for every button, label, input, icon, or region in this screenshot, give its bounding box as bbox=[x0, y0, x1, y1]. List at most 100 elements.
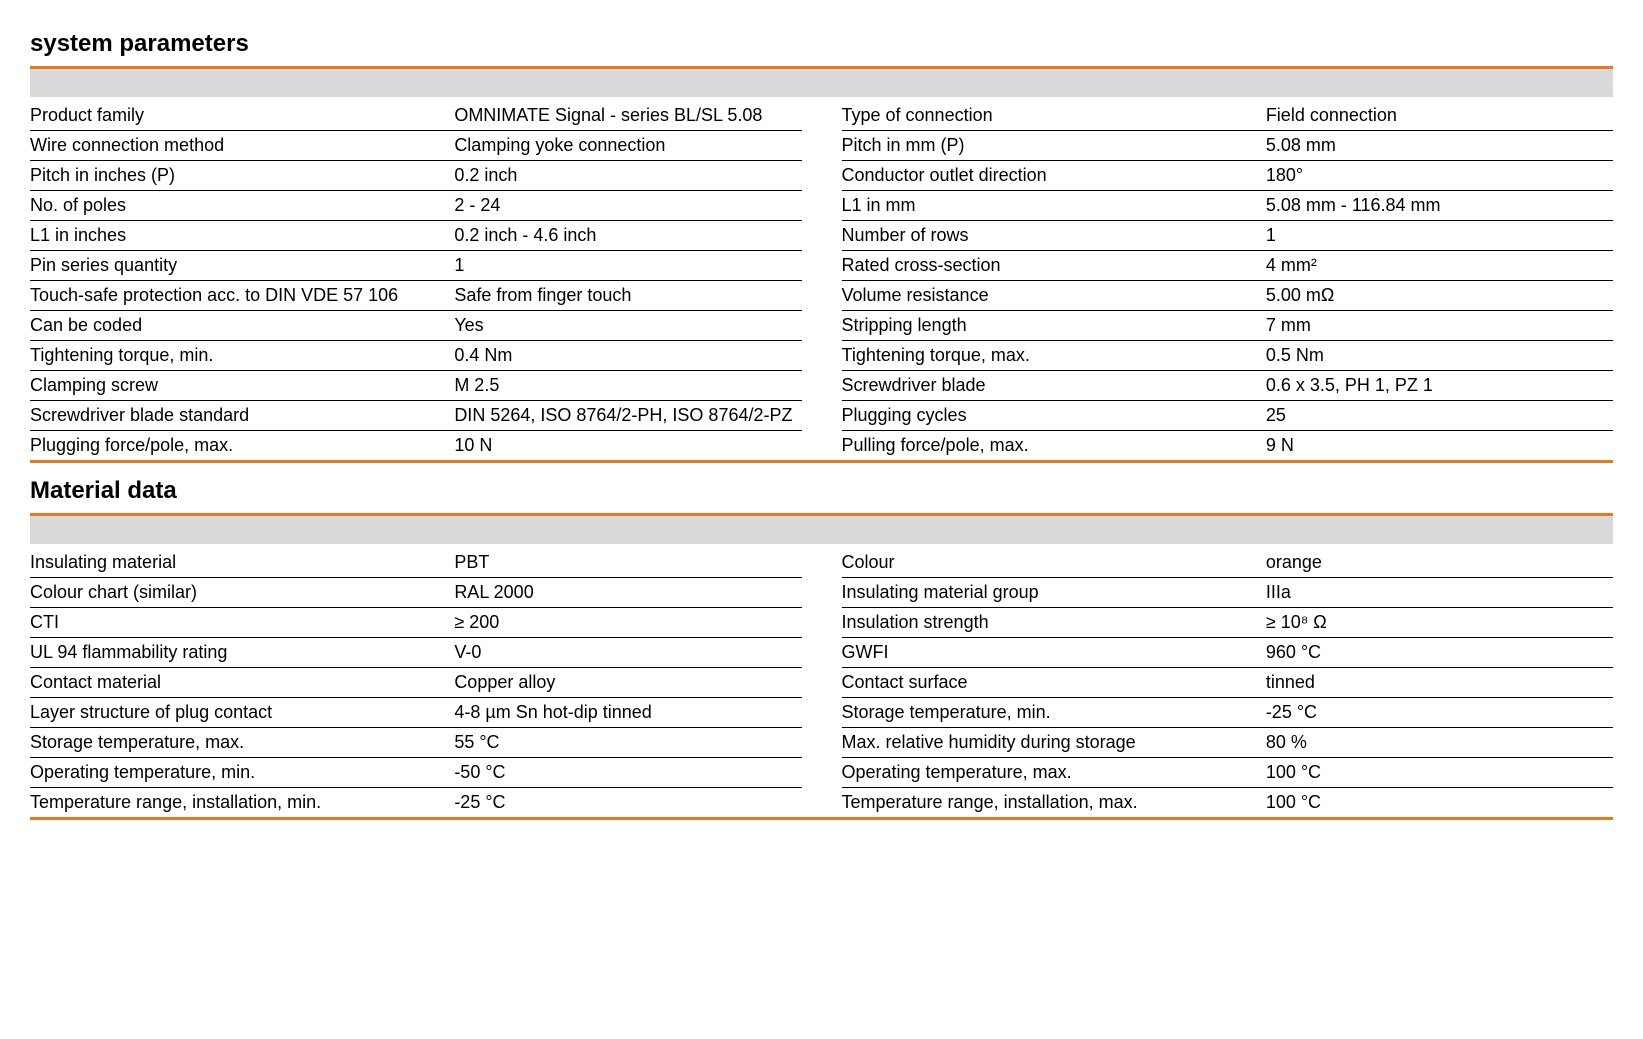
spec-label: L1 in mm bbox=[842, 191, 1266, 221]
spec-label: No. of poles bbox=[30, 191, 454, 221]
spec-label: Operating temperature, min. bbox=[30, 758, 454, 788]
spec-label: Product family bbox=[30, 101, 454, 131]
spec-label: Conductor outlet direction bbox=[842, 161, 1266, 191]
table-row: Screwdriver blade standardDIN 5264, ISO … bbox=[30, 401, 802, 431]
table-row: Pin series quantity1 bbox=[30, 251, 802, 281]
spec-value: RAL 2000 bbox=[454, 578, 801, 608]
table-row: No. of poles2 - 24 bbox=[30, 191, 802, 221]
spec-label: Volume resistance bbox=[842, 281, 1266, 311]
spec-value: 0.2 inch bbox=[454, 161, 801, 191]
right-column: Type of connectionField connectionPitch … bbox=[842, 101, 1614, 460]
spec-value: Clamping yoke connection bbox=[454, 131, 801, 161]
spec-label: Screwdriver blade bbox=[842, 371, 1266, 401]
spec-label: Temperature range, installation, min. bbox=[30, 788, 454, 818]
spec-table-left: Insulating materialPBTColour chart (simi… bbox=[30, 548, 802, 817]
spec-label: UL 94 flammability rating bbox=[30, 638, 454, 668]
table-row: Number of rows1 bbox=[842, 221, 1614, 251]
table-row: Conductor outlet direction180° bbox=[842, 161, 1614, 191]
table-row: Pitch in mm (P)5.08 mm bbox=[842, 131, 1614, 161]
table-row: Insulation strength≥ 10⁸ Ω bbox=[842, 608, 1614, 638]
spec-value: 55 °C bbox=[454, 728, 801, 758]
spec-value: -50 °C bbox=[454, 758, 801, 788]
spec-value: 1 bbox=[454, 251, 801, 281]
spec-value: 5.00 mΩ bbox=[1266, 281, 1613, 311]
spec-value: 9 N bbox=[1266, 431, 1613, 461]
spec-value: 4 mm² bbox=[1266, 251, 1613, 281]
table-row: Temperature range, installation, max.100… bbox=[842, 788, 1614, 818]
table-row: Tightening torque, max.0.5 Nm bbox=[842, 341, 1614, 371]
table-row: Colour chart (similar)RAL 2000 bbox=[30, 578, 802, 608]
spec-label: Pitch in inches (P) bbox=[30, 161, 454, 191]
spec-value: Copper alloy bbox=[454, 668, 801, 698]
table-row: GWFI960 °C bbox=[842, 638, 1614, 668]
table-row: Wire connection methodClamping yoke conn… bbox=[30, 131, 802, 161]
section-header-bar bbox=[30, 516, 1613, 544]
spec-table-left: Product familyOMNIMATE Signal - series B… bbox=[30, 101, 802, 460]
spec-label: Tightening torque, min. bbox=[30, 341, 454, 371]
right-column: ColourorangeInsulating material groupIII… bbox=[842, 548, 1614, 817]
left-column: Insulating materialPBTColour chart (simi… bbox=[30, 548, 802, 817]
spec-value: ≥ 200 bbox=[454, 608, 801, 638]
spec-value: orange bbox=[1266, 548, 1613, 578]
section-gap bbox=[30, 820, 1613, 834]
spec-label: Plugging cycles bbox=[842, 401, 1266, 431]
spec-label: Temperature range, installation, max. bbox=[842, 788, 1266, 818]
table-row: L1 in inches0.2 inch - 4.6 inch bbox=[30, 221, 802, 251]
spec-value: 5.08 mm bbox=[1266, 131, 1613, 161]
table-row: Max. relative humidity during storage80 … bbox=[842, 728, 1614, 758]
spec-value: 1 bbox=[1266, 221, 1613, 251]
spec-label: Wire connection method bbox=[30, 131, 454, 161]
table-row: Contact materialCopper alloy bbox=[30, 668, 802, 698]
table-row: Tightening torque, min.0.4 Nm bbox=[30, 341, 802, 371]
table-row: Insulating materialPBT bbox=[30, 548, 802, 578]
table-row: UL 94 flammability ratingV-0 bbox=[30, 638, 802, 668]
table-row: Layer structure of plug contact4-8 µm Sn… bbox=[30, 698, 802, 728]
spec-value: tinned bbox=[1266, 668, 1613, 698]
spec-label: Pulling force/pole, max. bbox=[842, 431, 1266, 461]
spec-value: -25 °C bbox=[1266, 698, 1613, 728]
table-row: Storage temperature, max.55 °C bbox=[30, 728, 802, 758]
spec-value: -25 °C bbox=[454, 788, 801, 818]
spec-value: 0.6 x 3.5, PH 1, PZ 1 bbox=[1266, 371, 1613, 401]
spec-label: Insulating material bbox=[30, 548, 454, 578]
table-row: Product familyOMNIMATE Signal - series B… bbox=[30, 101, 802, 131]
table-row: Type of connectionField connection bbox=[842, 101, 1614, 131]
spec-value: 10 N bbox=[454, 431, 801, 461]
spec-label: Insulation strength bbox=[842, 608, 1266, 638]
spec-value: Yes bbox=[454, 311, 801, 341]
spec-value: 5.08 mm - 116.84 mm bbox=[1266, 191, 1613, 221]
table-row: Operating temperature, max.100 °C bbox=[842, 758, 1614, 788]
spec-value: DIN 5264, ISO 8764/2-PH, ISO 8764/2-PZ bbox=[454, 401, 801, 431]
spec-value: 2 - 24 bbox=[454, 191, 801, 221]
spec-label: Clamping screw bbox=[30, 371, 454, 401]
table-row: Plugging force/pole, max.10 N bbox=[30, 431, 802, 461]
table-row: Colourorange bbox=[842, 548, 1614, 578]
spec-label: Rated cross-section bbox=[842, 251, 1266, 281]
table-row: Contact surfacetinned bbox=[842, 668, 1614, 698]
two-column-wrap: Product familyOMNIMATE Signal - series B… bbox=[30, 101, 1613, 460]
spec-value: Field connection bbox=[1266, 101, 1613, 131]
spec-value: M 2.5 bbox=[454, 371, 801, 401]
spec-value: OMNIMATE Signal - series BL/SL 5.08 bbox=[454, 101, 801, 131]
two-column-wrap: Insulating materialPBTColour chart (simi… bbox=[30, 548, 1613, 817]
spec-value: 0.5 Nm bbox=[1266, 341, 1613, 371]
spec-label: CTI bbox=[30, 608, 454, 638]
table-row: CTI≥ 200 bbox=[30, 608, 802, 638]
spec-label: Storage temperature, max. bbox=[30, 728, 454, 758]
spec-value: 4-8 µm Sn hot-dip tinned bbox=[454, 698, 801, 728]
spec-label: Contact surface bbox=[842, 668, 1266, 698]
spec-label: Type of connection bbox=[842, 101, 1266, 131]
table-row: Volume resistance5.00 mΩ bbox=[842, 281, 1614, 311]
spec-label: Contact material bbox=[30, 668, 454, 698]
table-row: Can be codedYes bbox=[30, 311, 802, 341]
spec-table-right: ColourorangeInsulating material groupIII… bbox=[842, 548, 1614, 817]
spec-label: Operating temperature, max. bbox=[842, 758, 1266, 788]
table-row: Pitch in inches (P)0.2 inch bbox=[30, 161, 802, 191]
spec-value: Safe from finger touch bbox=[454, 281, 801, 311]
spec-value: 0.4 Nm bbox=[454, 341, 801, 371]
section-title: system parameters bbox=[30, 30, 1613, 58]
table-row: Stripping length7 mm bbox=[842, 311, 1614, 341]
table-row: Touch-safe protection acc. to DIN VDE 57… bbox=[30, 281, 802, 311]
spec-label: Insulating material group bbox=[842, 578, 1266, 608]
spec-label: Stripping length bbox=[842, 311, 1266, 341]
